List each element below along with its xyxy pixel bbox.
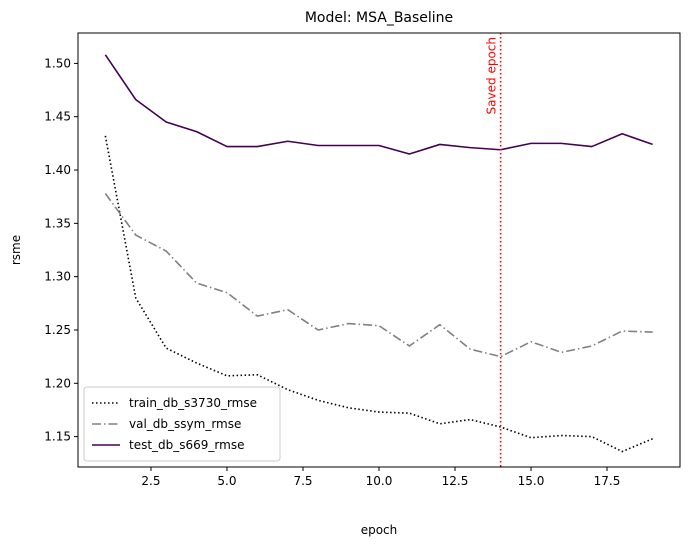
- x-tick-label: 15.0: [518, 474, 545, 488]
- x-tick-label: 2.5: [141, 474, 160, 488]
- y-axis: 1.15 1.20 1.25 1.30 1.35 1.40 1.45 1.50: [44, 56, 78, 444]
- y-axis-label: rsme: [9, 235, 23, 265]
- x-axis: 2.5 5.0 7.5 10.0 12.5 15.0 17.5: [141, 467, 620, 488]
- x-tick-label: 10.0: [366, 474, 393, 488]
- y-tick-label: 1.40: [44, 163, 71, 177]
- plot-layer: Saved epoch: [104, 33, 653, 467]
- x-tick-label: 12.5: [442, 474, 469, 488]
- y-tick-label: 1.30: [44, 270, 71, 284]
- y-tick-label: 1.15: [44, 430, 71, 444]
- y-tick-label: 1.35: [44, 216, 71, 230]
- y-tick-label: 1.45: [44, 110, 71, 124]
- x-axis-label: epoch: [361, 523, 398, 537]
- series-line-test_db_s669_rmse: [104, 54, 653, 155]
- y-tick-label: 1.25: [44, 323, 71, 337]
- legend-label: train_db_s3730_rmse: [129, 396, 257, 410]
- legend: train_db_s3730_rmse val_db_ssym_rmse test_…: [83, 386, 281, 462]
- legend-label: test_db_s669_rmse: [129, 438, 244, 452]
- y-tick-label: 1.50: [44, 56, 71, 70]
- series-line-train_db_s3730_rmse: [104, 135, 653, 453]
- legend-label: val_db_ssym_rmse: [129, 417, 241, 431]
- chart-title: Model: MSA_Baseline: [305, 10, 453, 26]
- x-tick-label: 5.0: [217, 474, 236, 488]
- saved-epoch-label: Saved epoch: [485, 37, 499, 114]
- x-tick-label: 17.5: [594, 474, 621, 488]
- y-tick-label: 1.20: [44, 376, 71, 390]
- legend-box: [83, 386, 281, 462]
- x-tick-label: 7.5: [293, 474, 312, 488]
